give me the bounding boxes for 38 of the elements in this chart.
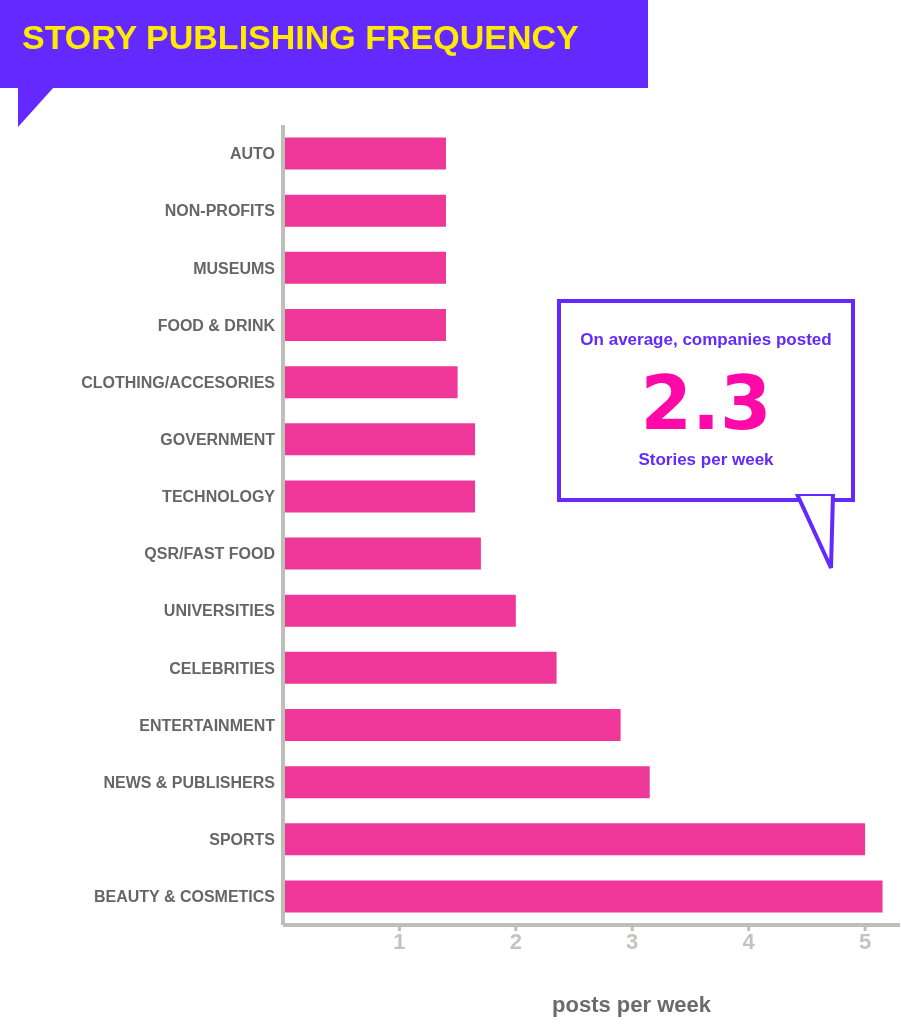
y-tick-label: FOOD & DRINK: [157, 316, 276, 334]
x-tick-label: 5: [858, 928, 872, 954]
x-tick-label: 1: [393, 928, 406, 954]
y-tick-label: QSR/FAST FOOD: [144, 545, 275, 563]
y-tick-label: BEAUTY & COSMETICS: [93, 888, 276, 906]
annotation: On average, companies posted: [579, 330, 833, 350]
bar: [283, 423, 476, 456]
y-tick-label: UNIVERSITIES: [163, 602, 276, 620]
x-tick-label: 2: [509, 928, 522, 954]
y-tick-label: CELEBRITIES: [169, 659, 276, 677]
bar: [283, 480, 476, 513]
bar: [283, 766, 650, 799]
y-tick-label: CLOTHING/ACCESORIES: [81, 373, 276, 391]
bar: [283, 194, 446, 227]
x-axis-title: posts per week: [552, 992, 712, 1017]
y-tick-label: NON-PROFITS: [164, 202, 276, 220]
bar: [283, 251, 446, 284]
chart-title: STORY PUBLISHING FREQUENCY: [22, 18, 579, 57]
bar: [283, 137, 446, 170]
y-tick-label: TECHNOLOGY: [162, 488, 276, 506]
y-tick-label: MUSEUMS: [193, 259, 276, 277]
y-tick-label: GOVERNMENT: [160, 430, 276, 448]
bar: [283, 880, 883, 913]
bar: [283, 651, 557, 684]
annotation: 2.3: [639, 360, 773, 446]
bar: [283, 594, 516, 627]
y-tick-label: AUTO: [229, 145, 275, 163]
bar: [283, 823, 866, 856]
y-tick-label: SPORTS: [209, 830, 276, 848]
bar: [283, 309, 446, 341]
bar: [283, 366, 458, 399]
y-tick-label: NEWS & PUBLISHERS: [103, 773, 276, 791]
bar: [283, 709, 621, 741]
x-tick-label: 4: [742, 928, 756, 954]
x-tick-label: 3: [626, 928, 639, 954]
bar: [283, 537, 481, 570]
annotation: Stories per week: [637, 450, 775, 470]
y-tick-label: ENTERTAINMENT: [139, 716, 276, 734]
